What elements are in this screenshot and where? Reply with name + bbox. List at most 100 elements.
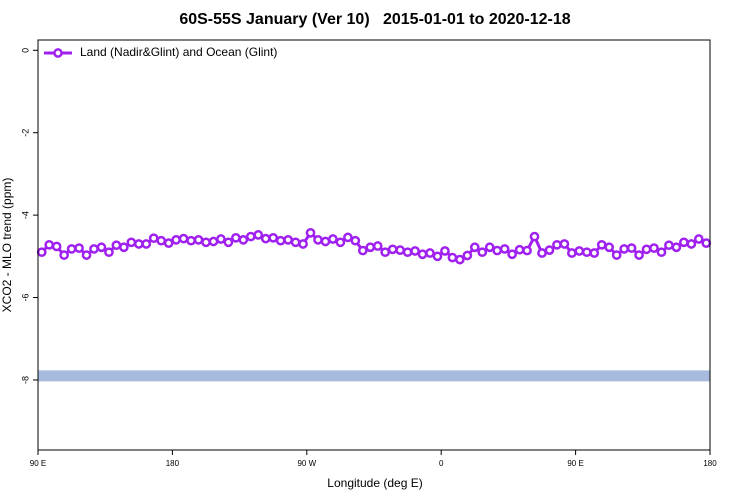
point-marker [589, 248, 600, 258]
point-marker [268, 232, 279, 243]
point-marker [574, 246, 585, 256]
point-marker [171, 234, 181, 245]
point-marker [380, 247, 391, 258]
legend-label: Land (Nadir&Glint) and Ocean (Glint) [80, 45, 277, 59]
point-marker [477, 247, 488, 258]
point-marker [559, 239, 570, 249]
point-marker [417, 249, 428, 260]
point-marker [611, 250, 622, 260]
point-marker [357, 245, 368, 256]
point-marker [492, 245, 503, 256]
point-marker [372, 241, 383, 251]
x-tick-label: 180 [166, 459, 180, 468]
plot-frame [37, 39, 711, 451]
point-marker [81, 250, 92, 260]
point-marker [425, 248, 435, 258]
point-marker [507, 249, 517, 260]
point-marker [701, 238, 712, 248]
point-marker [283, 234, 293, 245]
y-tick-label: 0 [20, 48, 30, 53]
point-marker [328, 234, 338, 244]
point-marker [163, 238, 174, 248]
point-marker [395, 245, 405, 256]
chart-title: 60S-55S January (Ver 10) 2015-01-01 to 2… [179, 11, 570, 28]
point-marker [216, 234, 226, 244]
point-marker [126, 237, 137, 248]
legend-marker [53, 48, 63, 58]
point-marker [529, 231, 540, 242]
point-marker [148, 233, 159, 244]
point-marker [455, 254, 465, 265]
point-marker [581, 247, 592, 258]
point-marker [634, 250, 644, 260]
point-marker [365, 242, 376, 253]
point-marker [432, 251, 443, 262]
point-marker [469, 242, 480, 253]
point-marker [208, 236, 219, 247]
y-tick-label: -2 [20, 129, 30, 137]
x-tick-label: 90 E [30, 459, 46, 468]
point-marker [410, 246, 420, 256]
point-marker [626, 243, 637, 253]
point-marker [552, 239, 562, 250]
point-marker [66, 244, 77, 254]
point-marker [245, 231, 256, 242]
point-marker [567, 248, 577, 258]
point-marker [36, 247, 47, 258]
point-marker [604, 242, 615, 253]
point-marker [133, 239, 144, 249]
point-marker [664, 240, 674, 251]
point-marker [178, 233, 189, 244]
point-marker [305, 227, 316, 238]
point-marker [89, 244, 99, 254]
point-marker [679, 237, 689, 248]
x-tick-label: 180 [703, 459, 717, 468]
point-marker [51, 241, 62, 252]
point-marker [641, 244, 652, 255]
point-marker [387, 244, 398, 255]
y-tick-label: -6 [20, 294, 30, 302]
point-marker [141, 239, 152, 249]
y-tick-label: -4 [20, 211, 30, 219]
point-marker [74, 243, 84, 253]
point-marker [686, 239, 697, 249]
point-marker [201, 237, 211, 248]
point-marker [514, 244, 525, 255]
y-tick-label: -8 [20, 376, 30, 384]
point-marker [193, 234, 204, 245]
point-marker [447, 252, 458, 263]
point-marker [499, 244, 510, 254]
point-marker [320, 236, 331, 247]
point-marker [223, 237, 234, 248]
point-marker [350, 235, 361, 246]
x-axis-label: Longitude (deg E) [327, 476, 422, 490]
point-marker [313, 234, 323, 245]
point-marker [59, 250, 69, 260]
point-marker [462, 250, 473, 261]
point-marker [693, 234, 704, 244]
point-marker [186, 235, 196, 246]
point-marker [104, 247, 114, 258]
point-marker [238, 234, 249, 245]
point-marker [522, 245, 532, 256]
point-marker [619, 244, 629, 254]
point-marker [656, 247, 667, 258]
point-marker [596, 239, 607, 250]
point-marker [156, 235, 167, 246]
point-marker [111, 240, 122, 251]
point-marker [298, 239, 308, 249]
point-marker [649, 243, 659, 253]
x-tick-label: 0 [439, 459, 444, 468]
point-marker [544, 245, 555, 256]
point-marker [402, 247, 413, 258]
point-marker [119, 242, 129, 253]
y-axis-label: XCO2 - MLO trend (ppm) [0, 178, 14, 313]
x-tick-label: 90 E [567, 459, 583, 468]
point-marker [96, 242, 107, 253]
point-marker [290, 237, 301, 248]
point-marker [440, 246, 450, 256]
point-marker [671, 242, 682, 253]
point-marker [44, 239, 55, 250]
point-marker [253, 230, 264, 240]
